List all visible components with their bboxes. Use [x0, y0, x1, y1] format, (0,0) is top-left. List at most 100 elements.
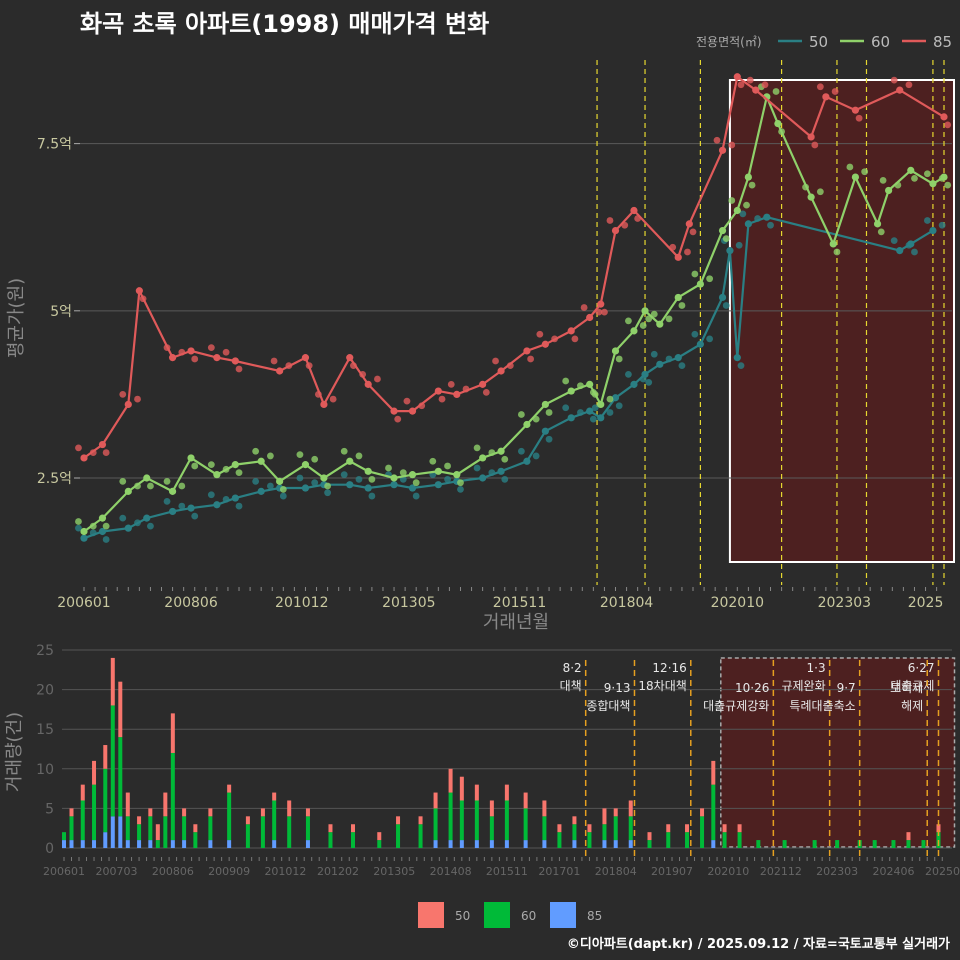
data-point: [501, 475, 509, 483]
bar-segment: [137, 824, 142, 841]
data-point: [650, 310, 658, 318]
bar-segment: [245, 816, 250, 825]
data-point: [191, 462, 199, 470]
data-point: [746, 76, 754, 84]
volume-panel: 0 5 10 15 20 25 8·2 대책 9·13 종합대책 12·16 18차대책 10·26 대출…: [4, 643, 960, 928]
bar-segment: [921, 840, 926, 848]
data-point: [329, 395, 337, 403]
bar-segment: [103, 768, 108, 833]
x-tick-label: 201202: [317, 865, 359, 878]
data-point: [743, 201, 750, 209]
data-point: [625, 370, 632, 378]
bar-segment: [542, 800, 547, 817]
data-point: [355, 475, 363, 483]
x-tick-label: 202303: [818, 595, 871, 611]
data-point: [178, 482, 186, 490]
y-tick-label: 5: [45, 801, 54, 817]
y-tick-label: 10: [36, 762, 54, 778]
data-point: [861, 168, 869, 176]
data-point: [816, 83, 824, 91]
data-point: [606, 409, 614, 416]
event-label: 6·27: [908, 661, 935, 675]
data-point: [311, 455, 319, 463]
bar-segment: [936, 824, 941, 833]
data-point: [296, 474, 304, 482]
bar-segment: [350, 832, 355, 848]
bar-segment: [628, 800, 633, 817]
bar-segment: [148, 816, 153, 841]
legend-label: 50: [455, 909, 470, 923]
bar-segment: [613, 840, 618, 848]
data-point: [266, 482, 274, 490]
data-point: [119, 391, 127, 398]
data-point: [355, 452, 363, 460]
bar-segment: [666, 832, 671, 848]
data-point: [938, 221, 946, 229]
series-line: [83, 93, 945, 533]
x-tick-label: 2025: [908, 595, 944, 611]
x-tick-label: 201305: [373, 865, 415, 878]
data-point: [340, 447, 348, 455]
x-tick-label: 201408: [430, 865, 472, 878]
bar-segment: [711, 840, 716, 848]
bar-segment: [474, 800, 479, 841]
data-point: [911, 248, 918, 256]
data-point: [444, 462, 451, 470]
bar-segment: [433, 808, 438, 841]
x-tick-label: 201804: [600, 595, 654, 611]
data-point: [134, 395, 141, 403]
data-point: [678, 362, 686, 370]
bar-segment: [148, 840, 153, 848]
data-point: [119, 477, 127, 485]
bar-segment: [756, 840, 761, 848]
bar-segment: [489, 840, 494, 848]
data-point: [911, 175, 918, 182]
bar-segment: [125, 840, 130, 848]
data-point: [737, 81, 745, 89]
bar-segment: [782, 840, 787, 848]
bar-segment: [587, 824, 592, 833]
x-tick-label: 201012: [275, 595, 328, 611]
x-tick-label: 202010: [707, 865, 749, 878]
bar-segment: [227, 784, 232, 793]
data-point: [890, 76, 898, 84]
event-label: 토허제: [890, 681, 923, 695]
legend-label: 85: [587, 909, 602, 923]
event-label: 8·2: [563, 661, 582, 675]
bar-segment: [69, 816, 74, 841]
data-point: [846, 163, 854, 171]
bar-segment: [260, 808, 265, 817]
x-tick-label: 201804: [595, 865, 637, 878]
data-point: [706, 335, 714, 343]
bar-segment: [377, 832, 382, 841]
x-tick-label: 202508: [925, 865, 960, 878]
data-point: [944, 181, 952, 189]
bar-segment: [613, 808, 618, 817]
bar-segment: [287, 816, 292, 848]
legend-price: 전용면적(㎡) 50 60 85: [696, 33, 952, 51]
y-tick-label: 7.5억: [37, 137, 72, 153]
bar-segment: [208, 808, 213, 817]
data-point: [905, 81, 913, 89]
bar-segment: [328, 824, 333, 833]
data-point: [102, 536, 110, 543]
y-axis-label: 평균가(원): [6, 278, 27, 358]
data-point: [595, 308, 603, 316]
bar-segment: [125, 816, 130, 841]
data-point: [728, 197, 736, 204]
bar-segment: [350, 824, 355, 833]
data-point: [482, 389, 490, 396]
legend-label: 50: [809, 33, 828, 51]
data-point: [385, 464, 392, 472]
bar-segment: [170, 752, 175, 841]
bar-segment: [523, 792, 528, 809]
data-point: [606, 395, 614, 403]
bar-segment: [137, 840, 142, 848]
data-point: [473, 464, 481, 472]
series-50: [75, 210, 946, 543]
page-title: 화곡 초록 아파트(1998) 매매가격 변화: [80, 10, 490, 38]
data-point: [816, 188, 824, 196]
data-point: [324, 482, 332, 490]
data-point: [340, 471, 348, 479]
y-tick-label: 15: [36, 722, 54, 738]
